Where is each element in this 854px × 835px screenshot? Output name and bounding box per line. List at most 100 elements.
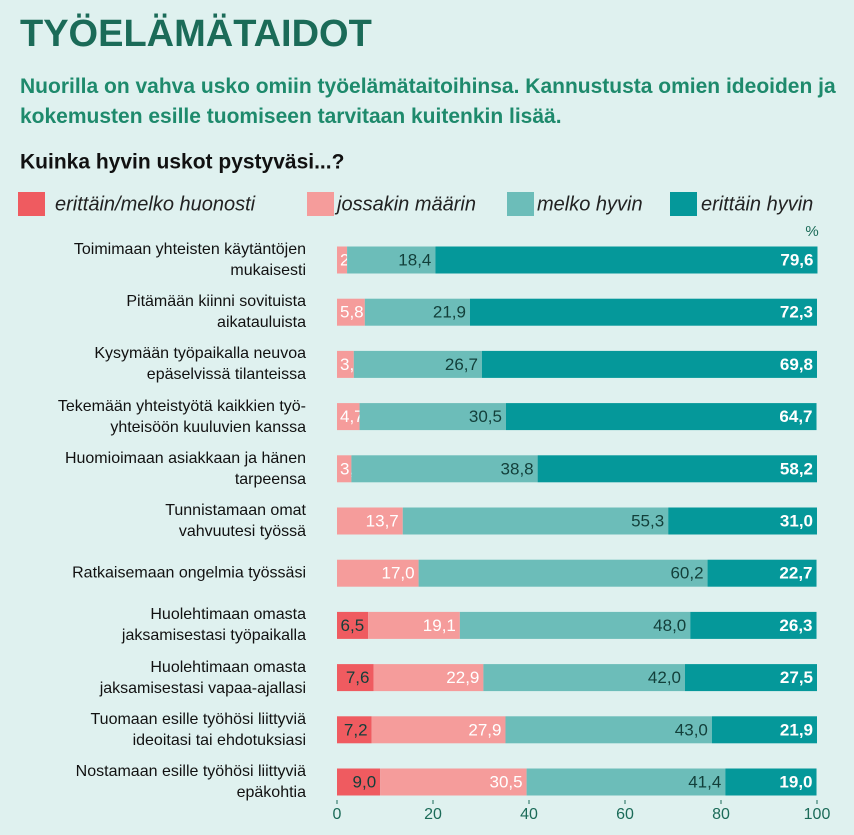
bar-segment xyxy=(337,246,348,274)
value-label: 55,3 xyxy=(631,511,664,530)
bar-segment xyxy=(337,716,372,744)
bar-segment xyxy=(337,403,360,431)
value-label: 38,8 xyxy=(501,459,534,478)
legend-swatch xyxy=(307,192,334,216)
bar-segment xyxy=(459,611,691,639)
bar-segment xyxy=(418,559,708,587)
bar-segment xyxy=(359,403,506,431)
bar-segment xyxy=(337,664,374,692)
bar-segment xyxy=(337,507,403,535)
value-label: 19,1 xyxy=(423,616,456,635)
bar-segment xyxy=(711,716,817,744)
question: Kuinka hyvin uskot pystyväsi...? xyxy=(20,151,344,174)
value-label: 5,8 xyxy=(340,303,364,322)
value-label: 18,4 xyxy=(398,250,431,269)
value-label: 43,0 xyxy=(675,720,708,739)
x-tick-label: 100 xyxy=(804,806,831,823)
bar-segment xyxy=(380,768,527,796)
value-label: 30,5 xyxy=(490,772,523,791)
category-label: Tunnistamaan omat vahvuutesi työssä xyxy=(165,502,306,540)
category-label: Tuomaan esille työhösi liittyviä ideoita… xyxy=(90,710,307,749)
category-label: Pitämään kiinni sovituista aikatauluista xyxy=(126,293,306,332)
category-label: Kysymään työpaikalla neuvoa epäselvissä … xyxy=(94,345,306,384)
value-label: 21,9 xyxy=(433,303,466,322)
value-label: 17,0 xyxy=(382,564,415,583)
value-label: 30,5 xyxy=(469,407,502,426)
value-label: 4,7 xyxy=(340,407,364,426)
bar-segment xyxy=(351,455,538,483)
value-label: 6,5 xyxy=(341,616,365,635)
category-label: Huomioimaan asiakkaan ja hänen tarpeensa xyxy=(64,449,306,488)
category-label: Tekemään yhteistyötä kaikkien työ- yhtei… xyxy=(57,397,306,436)
value-label: 64,7 xyxy=(779,407,812,426)
bar-segment xyxy=(435,246,818,274)
value-label: 72,3 xyxy=(780,303,813,322)
value-label: 26,3 xyxy=(779,616,812,635)
value-label: 21,9 xyxy=(780,720,813,739)
bar-segment xyxy=(337,298,365,326)
legend-swatch xyxy=(507,192,534,216)
value-label: 7,2 xyxy=(344,720,368,739)
legend-label: jossakin määrin xyxy=(334,193,476,215)
subtitle: Nuorilla on vahva usko omiin työelämätai… xyxy=(20,75,836,128)
value-label: 13,7 xyxy=(366,511,399,530)
value-label: 26,7 xyxy=(445,355,478,374)
bar-segment xyxy=(526,768,726,796)
value-label: 42,0 xyxy=(648,668,681,687)
bar-segment xyxy=(337,455,352,483)
value-label: 19,0 xyxy=(779,772,812,791)
category-label: Toimimaan yhteisten käytäntöjen mukaises… xyxy=(73,241,306,279)
bar-segment xyxy=(337,350,354,378)
value-label: 9,0 xyxy=(353,772,377,791)
bar-segment xyxy=(668,507,817,535)
category-label: Huolehtimaan omasta jaksamisestasi vapaa… xyxy=(99,658,306,697)
value-label: 41,4 xyxy=(688,772,721,791)
x-tick-label: 80 xyxy=(712,806,730,823)
value-label: 7,6 xyxy=(346,668,370,687)
bar-segment xyxy=(371,716,506,744)
bar-segment xyxy=(347,246,436,274)
legend-label: melko hyvin xyxy=(537,193,643,215)
bar-segment xyxy=(402,507,669,535)
bar-segment xyxy=(481,350,817,378)
bar-segment xyxy=(368,611,460,639)
value-label: 79,6 xyxy=(780,250,813,269)
bar-segment xyxy=(537,455,817,483)
value-label: 27,5 xyxy=(780,668,813,687)
bar-segment xyxy=(337,768,381,796)
x-tick-label: 60 xyxy=(616,806,634,823)
value-label: 60,2 xyxy=(670,564,703,583)
bar-segment xyxy=(337,611,369,639)
bar-segment xyxy=(364,298,470,326)
bar-segment xyxy=(337,559,419,587)
value-label: 69,8 xyxy=(780,355,813,374)
value-label: 31,0 xyxy=(780,511,813,530)
value-label: 22,7 xyxy=(779,564,812,583)
bar-segment xyxy=(505,716,712,744)
bar-segment xyxy=(469,298,817,326)
bar-segment xyxy=(690,611,817,639)
legend-swatch xyxy=(18,192,45,216)
legend-label: erittäin/melko huonosti xyxy=(55,193,256,215)
category-label: Ratkaisemaan ongelmia työssäsi xyxy=(72,564,306,582)
bar-segment xyxy=(725,768,817,796)
category-label: Huolehtimaan omasta jaksamisestasi työpa… xyxy=(121,606,306,645)
value-label: 58,2 xyxy=(780,459,813,478)
bar-segment xyxy=(707,559,817,587)
x-tick-label: 20 xyxy=(424,806,442,823)
value-label: 48,0 xyxy=(653,616,686,635)
unit-label: % xyxy=(805,223,818,240)
bar-segment xyxy=(685,664,817,692)
legend-label: erittäin hyvin xyxy=(701,193,813,215)
bar-segment xyxy=(505,403,817,431)
value-label: 27,9 xyxy=(468,720,501,739)
legend-swatch xyxy=(670,192,697,216)
x-tick-label: 40 xyxy=(520,806,538,823)
bar-segment xyxy=(353,350,482,378)
value-label: 22,9 xyxy=(446,668,479,687)
x-tick-label: 0 xyxy=(333,806,342,823)
bar-segment xyxy=(483,664,685,692)
bar-segment xyxy=(373,664,484,692)
